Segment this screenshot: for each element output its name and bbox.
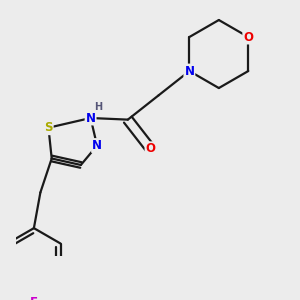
Text: F: F	[30, 296, 38, 300]
Text: N: N	[184, 64, 194, 77]
Text: N: N	[92, 139, 102, 152]
Text: H: H	[94, 102, 102, 112]
Text: O: O	[146, 142, 155, 155]
Text: O: O	[243, 31, 253, 44]
Text: N: N	[85, 112, 96, 124]
Text: S: S	[44, 121, 53, 134]
